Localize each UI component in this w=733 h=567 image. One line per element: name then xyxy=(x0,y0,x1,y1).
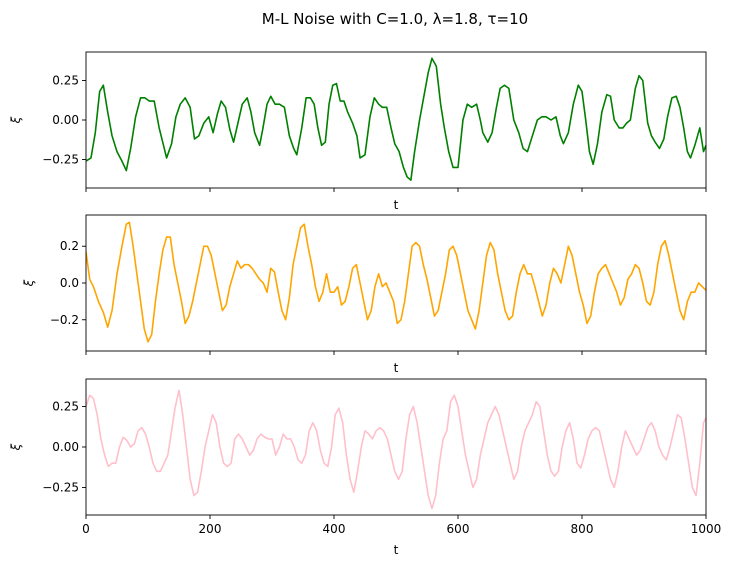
series-line xyxy=(86,389,706,510)
x-tick-label: 0 xyxy=(82,522,90,536)
y-tick-label: 0.00 xyxy=(52,113,79,127)
y-tick-label: 0.25 xyxy=(52,400,79,414)
series-line xyxy=(86,221,706,343)
y-tick-label: 0.0 xyxy=(60,276,79,290)
x-axis-label: t xyxy=(394,361,399,375)
x-axis-label: t xyxy=(394,198,399,212)
y-tick-label: −0.25 xyxy=(42,153,79,167)
y-tick-label: 0.25 xyxy=(52,73,79,87)
y-axis-label: ξ xyxy=(9,116,23,124)
y-tick-label: 0.2 xyxy=(60,239,79,253)
chart-title: M-L Noise with C=1.0, λ=1.8, τ=10 xyxy=(262,10,528,28)
y-tick-label: 0.00 xyxy=(52,440,79,454)
plot-frame xyxy=(85,378,707,516)
panels: 0.25 0.00 −0.25 t ξ 0.2 0.0 −0.2 t ξ 0.25 0.00 −0.25… xyxy=(9,51,722,557)
panel-2: 0.2 0.0 −0.2 t ξ xyxy=(22,214,707,375)
panel-1: 0.25 0.00 −0.25 t ξ xyxy=(9,51,707,212)
panel-3: 0.25 0.00 −0.25 0 200 400 600 800 1000 t ξ xyxy=(9,378,722,557)
x-tick-label: 1000 xyxy=(691,522,722,536)
y-tick-label: −0.25 xyxy=(42,480,79,494)
x-tick-label: 800 xyxy=(571,522,594,536)
x-axis-label: t xyxy=(394,543,399,557)
x-tick-label: 400 xyxy=(323,522,346,536)
y-tick-label: −0.2 xyxy=(50,313,79,327)
plot-frame xyxy=(85,51,707,189)
series-line xyxy=(86,57,706,181)
y-axis-label: ξ xyxy=(22,279,36,287)
x-tick-label: 600 xyxy=(447,522,470,536)
y-axis-label: ξ xyxy=(9,443,23,451)
x-tick-label: 200 xyxy=(199,522,222,536)
